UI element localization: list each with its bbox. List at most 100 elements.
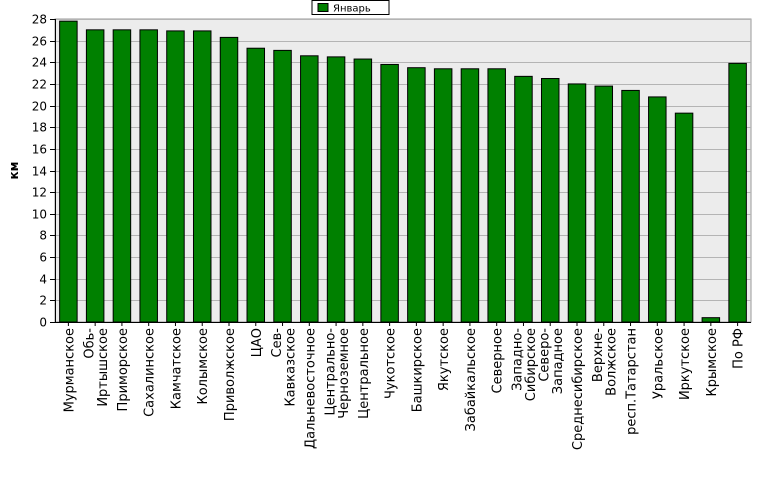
y-tick-label: 24 — [32, 56, 47, 70]
x-tick-label: Северо-Западное — [537, 328, 566, 395]
x-tick-label: Мурманское — [62, 328, 77, 412]
x-tick-label-line: Колымское — [196, 328, 211, 405]
x-tick-label-line: респ.Татарстан — [625, 328, 640, 435]
x-tick-label-line: По РФ — [732, 328, 747, 369]
bar — [514, 75, 533, 323]
x-axis-labels: Мурманское Обь-Иртышское Приморское Сахалин… — [62, 322, 747, 450]
x-tick-label: Крымское — [705, 328, 720, 397]
bar — [487, 68, 506, 323]
x-tick-label: Центральное — [357, 328, 372, 419]
bar — [300, 55, 319, 323]
bar — [85, 29, 105, 323]
bar — [540, 78, 560, 323]
bar — [192, 30, 212, 323]
y-tick-label: 0 — [39, 316, 47, 330]
x-tick-label: Центрально-Черноземное — [323, 328, 352, 419]
x-tick-label-line: Иртышское — [96, 328, 111, 407]
x-tick-label: Верхне-Волжское — [591, 328, 620, 396]
bar — [326, 56, 346, 323]
y-tick-label: 26 — [32, 35, 47, 49]
x-tick-label-line: Сахалинское — [143, 328, 158, 417]
x-tick-label-line: Кавказское — [283, 328, 298, 407]
x-tick-label-line: Черноземное — [337, 328, 352, 419]
x-tick-label-line: ЦАО — [250, 328, 265, 357]
x-tick-label: Среднесибирское — [571, 328, 586, 450]
bar — [112, 29, 132, 323]
x-tick-label-line: Мурманское — [62, 328, 77, 412]
y-tick-label: 22 — [32, 78, 47, 92]
x-tick-label-line: Крымское — [705, 328, 720, 397]
x-tick-label-line: Иркутское — [678, 328, 693, 400]
x-tick-label: Дальневосточное — [303, 328, 318, 449]
bar — [621, 89, 640, 323]
x-tick-label-line: Якутское — [437, 328, 452, 391]
bar — [380, 63, 399, 323]
x-tick-label: Сахалинское — [143, 328, 158, 417]
x-tick-label: Приморское — [116, 328, 131, 411]
x-tick-label: Камчатское — [169, 328, 184, 409]
x-tick-label: ЦАО — [250, 328, 265, 357]
x-tick-label-line: Приморское — [116, 328, 131, 411]
x-tick-label-line: Дальневосточное — [303, 328, 318, 449]
legend-swatch — [317, 3, 329, 12]
bar — [273, 49, 292, 323]
bar — [407, 67, 426, 323]
bar — [139, 29, 158, 323]
legend-box — [311, 0, 390, 15]
x-tick-label: Якутское — [437, 328, 452, 391]
x-tick-label-line: Обь- — [82, 328, 97, 359]
x-tick-label: Сев-Кавказское — [270, 328, 299, 407]
bar — [433, 68, 453, 323]
bar — [219, 36, 239, 323]
bar — [166, 30, 185, 323]
x-tick-label: Западно-Сибирское — [511, 328, 540, 402]
x-tick-label-line: Волжское — [605, 328, 620, 396]
legend: Январь — [311, 0, 390, 15]
y-tick-label: 16 — [32, 143, 47, 157]
bar — [648, 96, 667, 323]
x-tick-label-line: Сев- — [270, 328, 285, 358]
plot-area — [54, 18, 752, 323]
x-tick-label: Приволжское — [223, 328, 238, 421]
y-tick-label: 20 — [32, 100, 47, 114]
bar — [59, 20, 78, 323]
x-tick-label: Башкирское — [410, 328, 425, 412]
x-tick-label-line: Северо- — [537, 328, 552, 382]
x-tick-label-line: Приволжское — [223, 328, 238, 421]
bar — [567, 83, 587, 323]
x-tick-label-line: Забайкальское — [464, 328, 479, 431]
y-tick-label: 4 — [39, 273, 47, 287]
x-tick-label-line: Верхне- — [591, 328, 606, 382]
x-tick-label-line: Западное — [551, 328, 566, 394]
x-tick-label-line: Башкирское — [410, 328, 425, 412]
x-tick-label-line: Камчатское — [169, 328, 184, 409]
y-tick-label: 2 — [39, 294, 47, 308]
x-tick-label-line: Среднесибирское — [571, 328, 586, 450]
legend-label: Январь — [333, 4, 371, 15]
x-tick-label-line: Центральное — [357, 328, 372, 419]
bar — [353, 58, 373, 323]
x-tick-label: Уральское — [651, 328, 666, 399]
x-tick-label: Колымское — [196, 328, 211, 405]
bar — [728, 62, 747, 323]
x-tick-label: Забайкальское — [464, 328, 479, 431]
x-tick-label-line: Центрально- — [323, 328, 338, 416]
x-tick-label-line: Северное — [491, 328, 506, 393]
y-tick-label: 6 — [39, 251, 47, 265]
y-axis-label: км — [7, 162, 21, 180]
y-tick-label: 28 — [32, 13, 47, 27]
bar — [594, 85, 614, 323]
y-tick-label: 14 — [32, 165, 47, 179]
bar — [460, 68, 480, 323]
x-tick-label-line: Западно- — [511, 328, 526, 391]
x-tick-label-line: Уральское — [651, 328, 666, 399]
x-tick-label: По РФ — [732, 328, 747, 369]
x-tick-label: Чукотское — [384, 328, 399, 399]
bars — [59, 20, 747, 323]
y-tick-label: 8 — [39, 229, 47, 243]
y-tick-label: 18 — [32, 121, 47, 135]
x-tick-label: респ.Татарстан — [625, 328, 640, 435]
